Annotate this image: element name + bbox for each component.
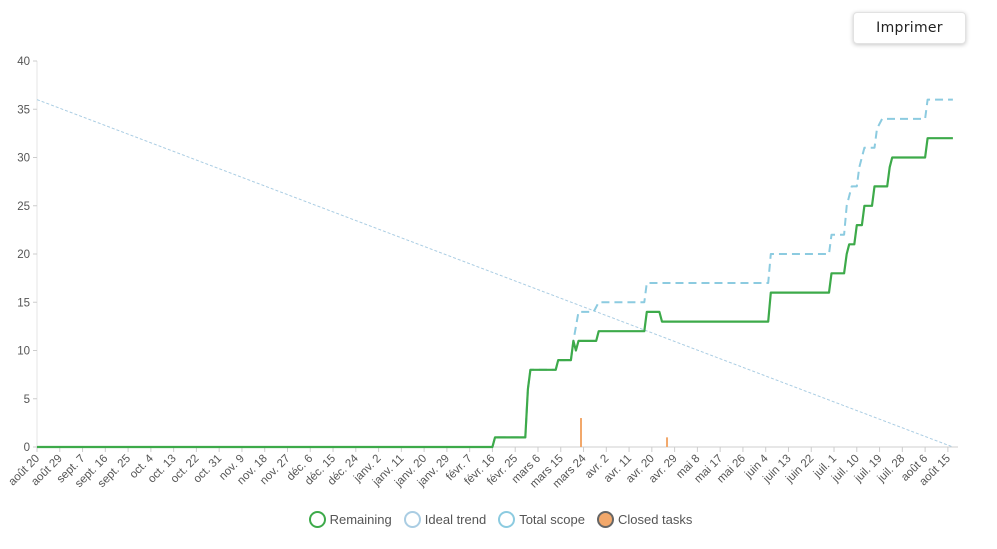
y-tick-label: 25 — [17, 201, 30, 213]
y-tick-label: 35 — [17, 104, 30, 116]
y-tick-label: 15 — [17, 297, 30, 309]
legend-swatch-ideal-trend — [403, 510, 421, 528]
legend-swatch-remaining — [308, 510, 326, 528]
legend-item-closed-tasks[interactable]: Closed tasks — [596, 510, 693, 528]
legend-item-remaining[interactable]: Remaining — [308, 510, 392, 528]
y-tick-label: 40 — [17, 56, 30, 68]
legend-swatch-closed-tasks — [596, 510, 614, 528]
legend-item-total-scope[interactable]: Total scope — [498, 510, 585, 528]
legend-swatch-total-scope — [498, 510, 516, 528]
print-button[interactable]: Imprimer — [853, 12, 966, 44]
legend-label: Remaining — [329, 511, 392, 527]
y-tick-label: 30 — [17, 153, 30, 165]
y-tick-label: 0 — [24, 442, 30, 454]
remaining-line — [37, 137, 953, 449]
y-tick-label: 5 — [24, 394, 30, 406]
chart-legend: Remaining Ideal trend Total scope Closed ta… — [0, 508, 997, 530]
y-tick-label: 10 — [17, 346, 30, 358]
legend-label: Closed tasks — [617, 511, 693, 527]
legend-item-ideal-trend[interactable]: Ideal trend — [403, 510, 487, 528]
legend-label: Total scope — [519, 511, 585, 527]
y-tick-label: 20 — [17, 249, 30, 261]
ideal-trend-line — [36, 99, 954, 448]
legend-label: Ideal trend — [424, 511, 487, 527]
